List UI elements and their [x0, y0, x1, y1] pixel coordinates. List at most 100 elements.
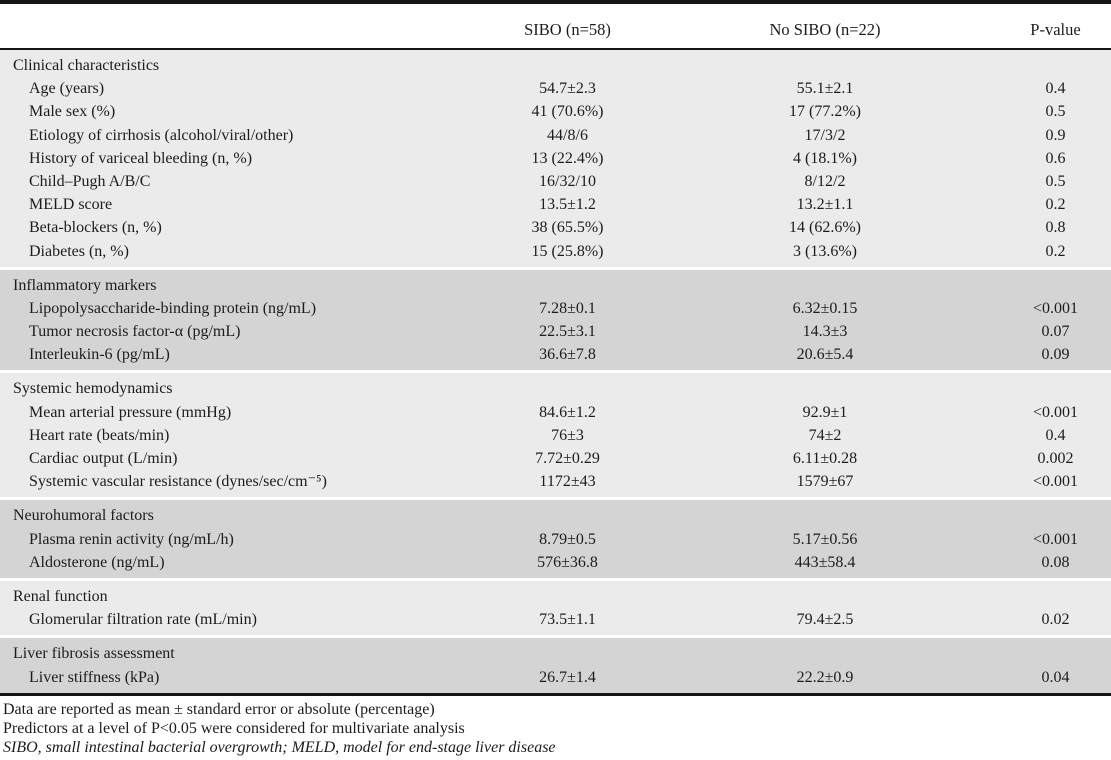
column-header-sibo: SIBO (n=58) [524, 20, 611, 39]
row-label: Plasma renin activity (ng/mL/h) [29, 530, 234, 548]
table-row: Cardiac output (L/min) 7.72±0.29 6.11±0.28… [0, 447, 1111, 470]
cell-no-sibo: 443±58.4 [794, 553, 856, 571]
cell-p-value: <0.001 [1032, 403, 1079, 421]
table-bottom-rule [0, 692, 1111, 696]
row-label: MELD score [29, 196, 113, 214]
cell-sibo: 41 (70.6%) [531, 103, 604, 121]
cell-sibo: 84.6±1.2 [539, 403, 596, 421]
table-body: Clinical characteristics Age (years) 54.7±… [0, 50, 1111, 693]
cell-no-sibo: 1579±67 [796, 473, 854, 491]
table-row: Age (years) 54.7±2.3 55.1±2.1 0.4 [0, 77, 1111, 100]
table-section: Neurohumoral factors Plasma renin activit… [0, 500, 1111, 578]
row-label: Glomerular filtration rate (mL/min) [29, 611, 257, 629]
cell-no-sibo: 5.17±0.56 [792, 530, 858, 548]
section-header-row: Inflammatory markers [0, 274, 1111, 297]
table-row: Mean arterial pressure (mmHg) 84.6±1.2 92.… [0, 401, 1111, 424]
cell-no-sibo: 3 (13.6%) [793, 242, 857, 260]
table-section: Liver fibrosis assessment Liver stiffness… [0, 638, 1111, 693]
table-row: Tumor necrosis factor-α (pg/mL) 22.5±3.1 1… [0, 320, 1111, 343]
table-row: Aldosterone (ng/mL) 576±36.8 443±58.4 0.08 [0, 551, 1111, 574]
table-row: Plasma renin activity (ng/mL/h) 8.79±0.5 5… [0, 528, 1111, 551]
cell-sibo: 8.79±0.5 [539, 530, 596, 548]
cell-p-value: 0.08 [1041, 553, 1070, 571]
cell-sibo: 76±3 [551, 426, 584, 444]
row-label: Liver stiffness (kPa) [29, 668, 160, 686]
row-label: Lipopolysaccharide-binding protein (ng/m… [29, 299, 317, 317]
table-row: Lipopolysaccharide-binding protein (ng/m… [0, 297, 1111, 320]
table-row: Systemic vascular resistance (dynes/sec/… [0, 470, 1111, 493]
table-row: Etiology of cirrhosis (alcohol/viral/oth… [0, 124, 1111, 147]
cell-no-sibo: 4 (18.1%) [793, 149, 857, 167]
cell-p-value: 0.5 [1045, 103, 1066, 121]
row-label: Child–Pugh A/B/C [29, 172, 151, 190]
cell-p-value: 0.6 [1045, 149, 1066, 167]
section-title: Systemic hemodynamics [13, 380, 173, 398]
cell-p-value: 0.2 [1045, 196, 1066, 214]
row-label: Interleukin-6 (pg/mL) [29, 346, 170, 364]
cell-p-value: <0.001 [1032, 473, 1079, 491]
section-header-row: Renal function [0, 585, 1111, 608]
table-section: Clinical characteristics Age (years) 54.7±… [0, 50, 1111, 267]
cell-no-sibo: 22.2±0.9 [796, 668, 854, 686]
cell-sibo: 1172±43 [539, 473, 596, 491]
cell-p-value: 0.9 [1045, 126, 1066, 144]
section-title: Inflammatory markers [13, 276, 157, 294]
row-label: Cardiac output (L/min) [29, 450, 178, 467]
row-label: Aldosterone (ng/mL) [29, 553, 165, 571]
cell-no-sibo: 74±2 [808, 426, 842, 444]
row-label: Diabetes (n, %) [29, 242, 129, 260]
cell-p-value: 0.4 [1045, 426, 1066, 444]
footnotes: Data are reported as mean ± standard err… [0, 696, 1111, 757]
column-header-no-sibo: No SIBO (n=22) [769, 20, 881, 39]
cell-no-sibo: 55.1±2.1 [796, 80, 854, 98]
section-title: Neurohumoral factors [13, 507, 154, 525]
section-title: Liver fibrosis assessment [13, 645, 175, 663]
table-row: History of variceal bleeding (n, %) 13 (2… [0, 147, 1111, 170]
footnote-line: SIBO, small intestinal bacterial overgro… [3, 738, 556, 756]
table-row: Child–Pugh A/B/C 16/32/10 8/12/2 0.5 [0, 170, 1111, 193]
table-row: MELD score 13.5±1.2 13.2±1.1 0.2 [0, 193, 1111, 216]
cell-p-value: <0.001 [1032, 530, 1079, 548]
cell-sibo: 7.72±0.29 [535, 450, 600, 467]
row-label: Age (years) [29, 80, 105, 98]
section-header-row: Clinical characteristics [0, 54, 1111, 77]
table-section: Inflammatory markers Lipopolysaccharide-b… [0, 269, 1111, 371]
cell-no-sibo: 17/3/2 [804, 126, 846, 144]
table-row: Glomerular filtration rate (mL/min) 73.5±… [0, 608, 1111, 631]
table-header-row: SIBO (n=58) No SIBO (n=22) P-value [0, 4, 1111, 48]
cell-no-sibo: 14.3±3 [802, 323, 848, 341]
footnote-line: Data are reported as mean ± standard err… [3, 700, 435, 718]
cell-p-value: 0.5 [1045, 172, 1066, 190]
row-label: Heart rate (beats/min) [29, 426, 170, 444]
table-row: Liver stiffness (kPa) 26.7±1.4 22.2±0.9 0.0… [0, 666, 1111, 689]
cell-no-sibo: 14 (62.6%) [789, 219, 861, 237]
cell-p-value: 0.8 [1045, 219, 1066, 237]
cell-sibo: 22.5±3.1 [539, 323, 596, 341]
cell-p-value: 0.002 [1037, 450, 1074, 467]
table-row: Interleukin-6 (pg/mL) 36.6±7.8 20.6±5.4 0.0… [0, 343, 1111, 366]
cell-sibo: 44/8/6 [547, 126, 588, 144]
row-label: History of variceal bleeding (n, %) [29, 149, 253, 167]
cell-sibo: 15 (25.8%) [531, 242, 604, 260]
row-label: Mean arterial pressure (mmHg) [29, 403, 232, 421]
cell-p-value: 0.02 [1041, 611, 1070, 629]
cell-sibo: 26.7±1.4 [539, 668, 596, 686]
cell-p-value: <0.001 [1032, 299, 1079, 317]
table-section: Renal function Glomerular filtration rate… [0, 580, 1111, 636]
cell-sibo: 13.5±1.2 [539, 196, 596, 214]
cell-no-sibo: 79.4±2.5 [796, 611, 854, 629]
header-divider-rule [0, 48, 1111, 50]
cell-sibo: 36.6±7.8 [539, 346, 596, 364]
column-header-pvalue: P-value [1030, 20, 1081, 39]
cell-p-value: 0.2 [1045, 242, 1066, 260]
cell-sibo: 13 (22.4%) [531, 149, 604, 167]
row-label: Male sex (%) [29, 103, 116, 121]
cell-no-sibo: 13.2±1.1 [796, 196, 854, 214]
cell-p-value: 0.4 [1045, 80, 1066, 98]
column-header-empty [0, 22, 455, 30]
section-title: Renal function [13, 587, 108, 605]
table-row: Diabetes (n, %) 15 (25.8%) 3 (13.6%) 0.2 [0, 240, 1111, 263]
cell-sibo: 54.7±2.3 [539, 80, 596, 98]
cell-no-sibo: 17 (77.2%) [789, 103, 861, 121]
